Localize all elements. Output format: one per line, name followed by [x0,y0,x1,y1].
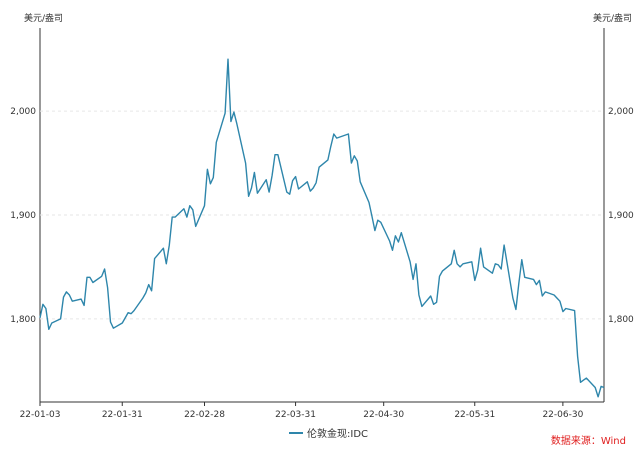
y-tick-label-left: 1,800 [10,315,36,325]
x-tick-label: 22-06-30 [542,410,583,420]
x-tick-label: 22-01-31 [102,410,143,420]
y-tick-label-left: 2,000 [10,107,36,117]
y-tick-label-left: 1,900 [10,211,36,221]
x-tick-label: 22-02-28 [184,410,225,420]
x-tick-label: 22-05-31 [454,410,495,420]
legend-swatch [289,431,303,434]
series-line-london-gold [39,58,605,398]
y-tick-label-right: 2,000 [608,107,634,117]
y-tick-label-right: 1,900 [608,211,634,221]
x-tick-label: 22-04-30 [363,410,404,420]
y-tick-label-right: 1,800 [608,315,634,325]
x-tick-label: 22-01-03 [20,410,61,420]
x-tick-label: 22-03-31 [275,410,316,420]
legend: 伦敦金现:IDC [289,425,368,440]
data-source-note: 数据来源：Wind [550,436,626,447]
legend-label: 伦敦金现:IDC [307,429,369,440]
right-axis-unit: 美元/盎司 [592,14,632,24]
left-axis-unit: 美元/盎司 [24,14,64,24]
